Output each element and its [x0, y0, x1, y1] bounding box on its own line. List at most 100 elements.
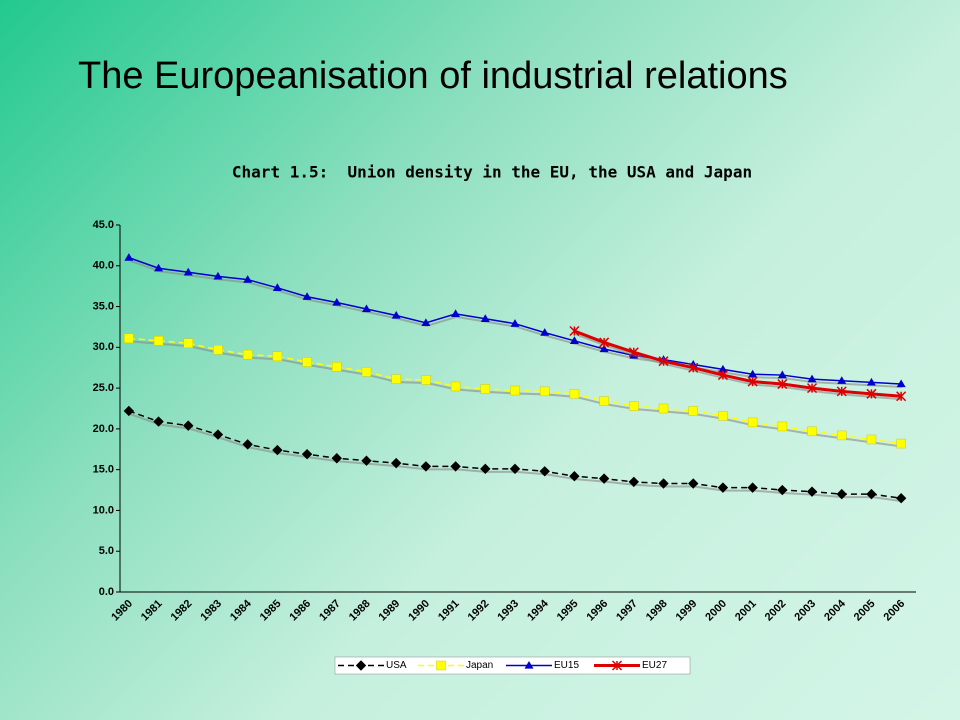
marker	[629, 401, 639, 411]
y-tick-label: 20.0	[93, 423, 114, 435]
x-tick-label: 1985	[258, 598, 284, 624]
x-tick-label: 2003	[792, 598, 818, 624]
x-tick-label: 2002	[763, 598, 789, 624]
marker	[569, 336, 579, 344]
x-tick-label: 1986	[287, 598, 313, 624]
marker	[836, 488, 847, 500]
x-tick-label: 1987	[317, 598, 343, 624]
legend-item: Japan	[418, 660, 493, 671]
marker	[355, 660, 367, 671]
marker	[569, 389, 580, 399]
legend-label: Japan	[466, 660, 493, 671]
x-tick-label: 1980	[109, 598, 135, 624]
marker	[599, 396, 609, 406]
legend-label: USA	[386, 660, 407, 671]
marker	[777, 421, 788, 432]
marker	[866, 377, 876, 386]
marker	[866, 434, 877, 445]
x-tick-label: 1982	[169, 598, 195, 624]
marker	[390, 457, 402, 469]
y-tick-label: 0.0	[99, 586, 114, 598]
x-tick-label: 2004	[822, 597, 848, 623]
legend-item: EU15	[506, 660, 579, 671]
marker	[331, 453, 342, 464]
x-tick-label: 2001	[733, 598, 759, 624]
marker	[480, 314, 490, 322]
marker	[302, 292, 312, 300]
marker	[391, 311, 401, 319]
marker	[213, 345, 223, 355]
legend-label: EU15	[554, 660, 579, 671]
marker	[361, 367, 372, 377]
marker	[895, 493, 907, 504]
marker	[658, 356, 669, 367]
y-tick-label: 25.0	[93, 382, 114, 394]
marker	[480, 384, 491, 394]
marker	[611, 660, 623, 671]
marker	[806, 486, 818, 497]
marker	[183, 338, 194, 349]
x-tick-label: 1996	[584, 598, 610, 624]
marker	[272, 444, 283, 456]
x-tick-label: 1988	[347, 598, 373, 624]
x-tick-label: 1997	[614, 598, 640, 624]
marker	[688, 362, 699, 373]
legend-item: EU27	[594, 660, 667, 671]
marker	[747, 376, 758, 387]
marker	[836, 386, 847, 397]
marker	[332, 362, 342, 372]
marker	[153, 336, 164, 346]
marker	[421, 318, 431, 327]
marker	[807, 426, 817, 437]
marker	[272, 283, 282, 291]
marker	[154, 263, 164, 272]
x-tick-label: 2006	[882, 598, 908, 624]
legend-label: EU27	[642, 660, 667, 671]
marker	[777, 379, 788, 390]
marker	[242, 349, 253, 360]
marker	[539, 466, 550, 477]
x-tick-label: 1981	[139, 598, 165, 624]
marker	[747, 482, 758, 493]
marker	[420, 461, 432, 472]
marker	[807, 383, 818, 394]
x-tick-label: 2005	[852, 598, 878, 624]
x-tick-label: 1994	[525, 597, 551, 623]
x-tick-label: 1983	[198, 598, 224, 624]
x-tick-label: 1995	[555, 598, 581, 624]
marker	[717, 370, 728, 381]
marker	[688, 478, 699, 489]
marker	[866, 488, 877, 500]
marker	[123, 405, 135, 417]
marker	[628, 347, 639, 358]
marker	[896, 438, 906, 449]
marker	[628, 476, 640, 488]
x-tick-label: 1991	[436, 598, 462, 624]
marker	[539, 386, 550, 397]
y-tick-label: 30.0	[93, 341, 114, 353]
marker	[421, 375, 431, 385]
x-tick-label: 2000	[703, 598, 729, 624]
x-tick-label: 1990	[406, 598, 432, 624]
marker	[242, 439, 253, 450]
marker	[658, 478, 669, 489]
marker	[540, 328, 550, 336]
marker	[361, 304, 371, 313]
marker	[436, 660, 446, 671]
marker	[213, 271, 223, 280]
y-tick-label: 5.0	[99, 545, 114, 557]
marker	[896, 379, 906, 388]
marker	[212, 429, 224, 440]
marker	[718, 364, 728, 373]
slide-title: The Europeanisation of industrial relati…	[78, 55, 788, 97]
x-tick-label: 1992	[466, 598, 492, 624]
marker	[837, 376, 847, 384]
marker	[451, 309, 461, 318]
marker	[777, 370, 787, 379]
marker	[807, 374, 817, 383]
line-shadow	[575, 333, 903, 401]
y-tick-label: 15.0	[93, 464, 114, 476]
marker	[183, 267, 193, 276]
